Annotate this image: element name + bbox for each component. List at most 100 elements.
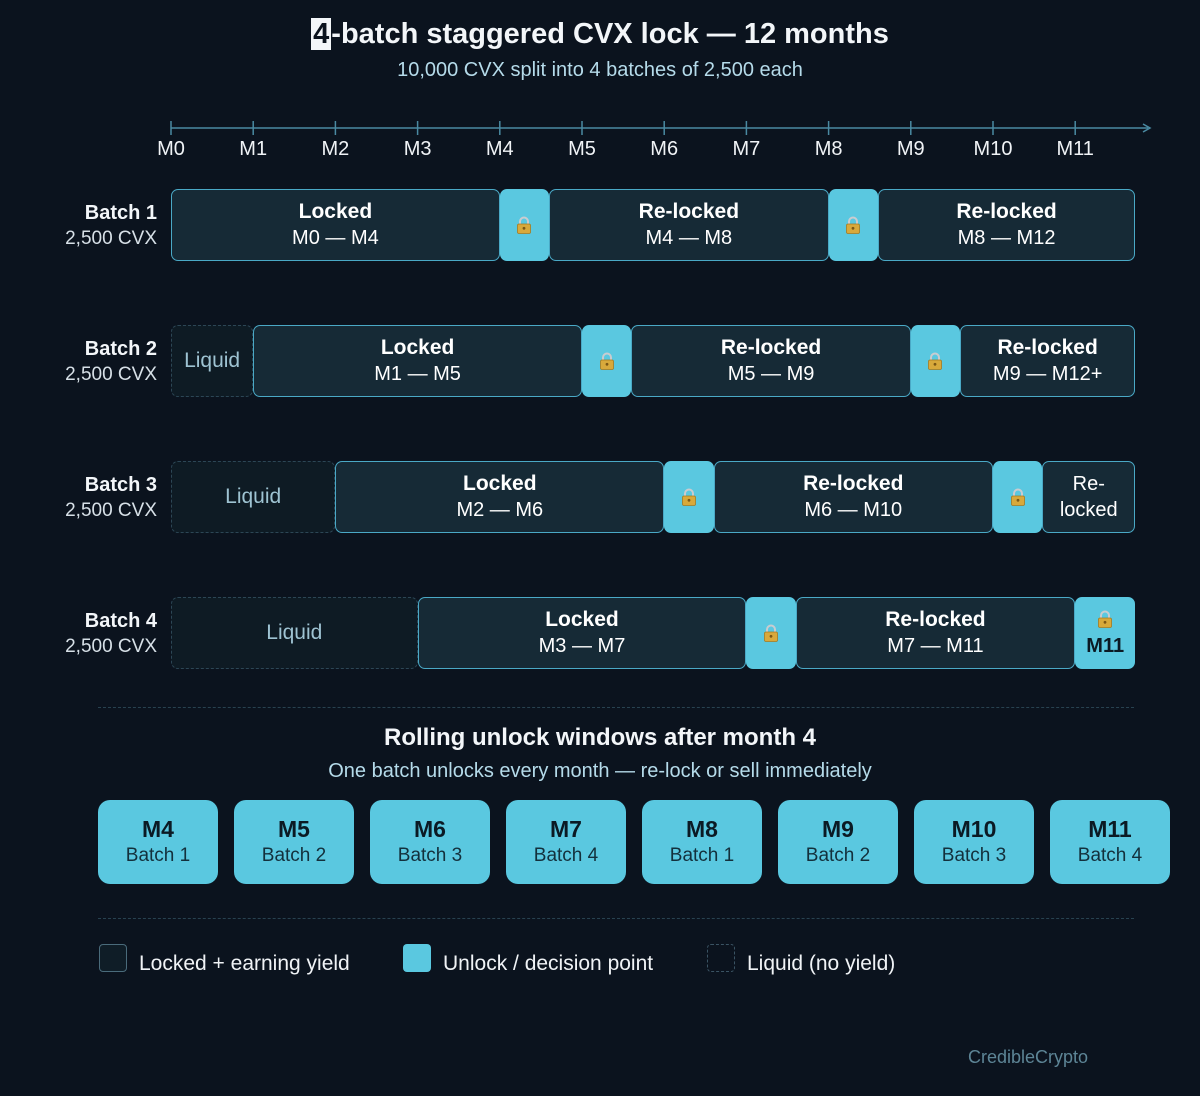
window-month: M8 xyxy=(686,816,718,842)
chart-subtitle: 10,000 CVX split into 4 batches of 2,500… xyxy=(397,59,803,81)
segment-range: M7 — M11 xyxy=(887,635,984,657)
month-label: M8 xyxy=(814,138,843,160)
unlock-month-label: M11 xyxy=(1086,635,1125,657)
window-month: M6 xyxy=(414,816,446,842)
window-batch: Batch 1 xyxy=(669,845,735,866)
unlock-marker xyxy=(664,461,714,533)
month-label: M11 xyxy=(1056,138,1094,160)
window-batch: Batch 3 xyxy=(941,845,1007,866)
segment-title: Re-locked xyxy=(956,200,1057,223)
month-label: M2 xyxy=(321,138,350,160)
unlock-window-card: M5 Batch 2 xyxy=(234,800,354,884)
month-label: M7 xyxy=(732,138,761,160)
segment-title: Locked xyxy=(380,336,455,359)
batch-name: Batch 1 xyxy=(84,202,157,224)
locked-segment: Re-locked M6 — M10 xyxy=(713,461,993,533)
padlock-icon xyxy=(517,216,532,234)
unlock-window-card: M4 Batch 1 xyxy=(98,800,218,884)
rolling-subtitle: One batch unlocks every month — re-lock … xyxy=(328,760,872,782)
window-month: M4 xyxy=(142,816,174,842)
padlock-icon xyxy=(1010,488,1025,506)
unlock-window-card: M6 Batch 3 xyxy=(370,800,490,884)
liquid-segment: Liquid xyxy=(171,325,254,397)
segment-title: Re-locked xyxy=(638,200,740,223)
locked-segment: Re-locked xyxy=(1042,461,1136,533)
locked-segment: Locked M0 — M4 xyxy=(171,189,500,261)
batch-amount: 2,500 CVX xyxy=(65,364,157,385)
segment-range: M2 — M6 xyxy=(456,499,544,521)
legend-liquid-swatch xyxy=(707,944,735,972)
rolling-title: Rolling unlock windows after month 4 xyxy=(383,724,816,751)
segment-title: Locked xyxy=(463,472,537,495)
batch-amount: 2,500 CVX xyxy=(65,228,157,249)
batch-name: Batch 4 xyxy=(84,610,157,632)
segment-title: Locked xyxy=(298,200,373,223)
window-batch: Batch 3 xyxy=(397,845,463,866)
window-month: M11 xyxy=(1088,816,1132,842)
liquid-segment: Liquid xyxy=(171,597,418,669)
month-label: M0 xyxy=(157,138,185,160)
legend-unlock-label: Unlock / decision point xyxy=(443,952,654,975)
liquid-segment: Liquid xyxy=(171,461,336,533)
batch-label: Batch 2 2,500 CVX xyxy=(20,336,157,388)
segment-text-line: locked xyxy=(1059,499,1118,521)
window-batch: Batch 2 xyxy=(805,845,871,866)
month-label: M3 xyxy=(403,138,432,160)
segment-range: M5 — M9 xyxy=(727,363,815,385)
month-label: M9 xyxy=(896,138,925,160)
locked-segment: Re-locked M8 — M12 xyxy=(877,189,1136,261)
unlock-marker xyxy=(746,597,796,669)
month-axis xyxy=(170,121,1152,135)
segment-title: Re-locked xyxy=(885,608,986,631)
segment-title: Re-locked xyxy=(803,472,904,495)
batch-amount: 2,500 CVX xyxy=(65,500,157,521)
liquid-label: Liquid xyxy=(266,621,323,644)
segment-range: M8 — M12 xyxy=(957,227,1056,249)
month-label: M5 xyxy=(568,138,596,160)
padlock-icon xyxy=(599,352,614,370)
month-label: M4 xyxy=(485,138,514,160)
batch-name: Batch 3 xyxy=(84,474,157,496)
legend-divider xyxy=(98,918,1134,919)
legend-unlock-swatch xyxy=(403,944,431,972)
credit-watermark: CredibleCrypto xyxy=(968,1047,1089,1067)
unlock-marker xyxy=(993,461,1043,533)
batch-amount: 2,500 CVX xyxy=(65,636,157,657)
unlock-window-card: M11 Batch 4 xyxy=(1050,800,1170,884)
window-month: M10 xyxy=(951,816,997,842)
legend-liquid-label: Liquid (no yield) xyxy=(747,952,896,975)
segment-range: M4 — M8 xyxy=(645,227,733,249)
unlock-marker xyxy=(582,325,632,397)
liquid-label: Liquid xyxy=(184,349,241,372)
window-month: M7 xyxy=(550,816,582,842)
unlock-window-card: M7 Batch 4 xyxy=(506,800,626,884)
section-divider xyxy=(98,707,1134,708)
legend-locked-swatch xyxy=(99,944,127,972)
locked-segment: Re-locked M9 — M12+ xyxy=(960,325,1136,397)
month-label: M1 xyxy=(239,138,268,160)
segment-range: M1 — M5 xyxy=(374,363,461,385)
window-batch: Batch 4 xyxy=(533,845,599,866)
month-label: M6 xyxy=(650,138,679,160)
window-batch: Batch 1 xyxy=(125,845,191,866)
unlock-marker xyxy=(499,189,550,261)
legend-locked-label: Locked + earning yield xyxy=(139,952,350,975)
segment-range: M9 — M12+ xyxy=(992,363,1103,385)
locked-segment: Re-locked M4 — M8 xyxy=(549,189,829,261)
unlock-window-card: M10 Batch 3 xyxy=(914,800,1034,884)
unlock-marker xyxy=(828,189,878,261)
locked-segment: Re-locked M5 — M9 xyxy=(631,325,911,397)
window-month: M9 xyxy=(822,816,854,842)
unlock-window-card: M8 Batch 1 xyxy=(642,800,762,884)
month-label: M10 xyxy=(973,138,1013,160)
padlock-icon xyxy=(1098,610,1113,628)
batch-label: Batch 4 2,500 CVX xyxy=(20,608,157,660)
segment-text-line: Re- xyxy=(1072,473,1105,495)
locked-segment: Locked M3 — M7 xyxy=(417,597,747,669)
batch-name: Batch 2 xyxy=(84,338,157,360)
segment-title: Re-locked xyxy=(997,336,1098,359)
window-month: M5 xyxy=(278,816,310,842)
padlock-icon xyxy=(681,488,696,506)
title-text: -batch staggered CVX lock — 12 months xyxy=(331,18,889,50)
batch-label: Batch 1 2,500 CVX xyxy=(20,200,157,252)
